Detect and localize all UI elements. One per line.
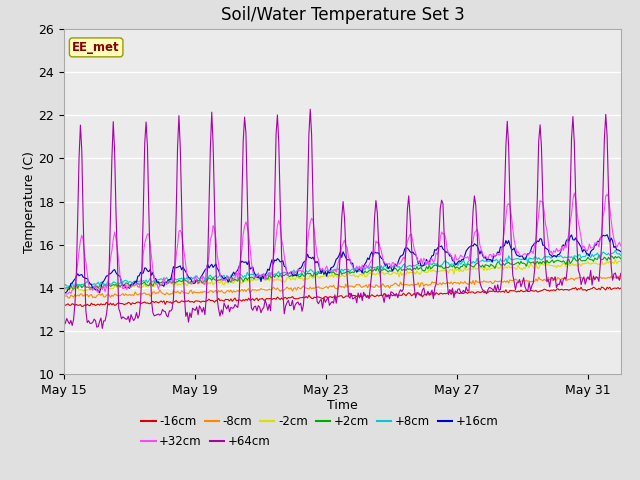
-16cm — [60, 302, 68, 308]
+16cm — [451, 262, 459, 268]
+2cm — [595, 252, 603, 258]
+32cm — [617, 243, 625, 249]
+8cm — [60, 284, 68, 289]
-16cm — [562, 287, 570, 293]
+16cm — [60, 291, 68, 297]
-2cm — [79, 288, 87, 294]
Line: +64cm: +64cm — [64, 109, 621, 328]
+32cm — [63, 291, 70, 297]
-2cm — [469, 266, 477, 272]
+2cm — [70, 287, 77, 292]
+64cm — [372, 198, 380, 204]
+16cm — [604, 232, 611, 238]
+32cm — [60, 291, 68, 297]
+16cm — [468, 242, 476, 248]
+2cm — [228, 275, 236, 280]
-2cm — [60, 287, 68, 293]
+32cm — [452, 257, 460, 263]
Line: +32cm: +32cm — [64, 193, 621, 294]
Line: +8cm: +8cm — [64, 250, 621, 287]
+8cm — [562, 255, 570, 261]
-8cm — [452, 280, 460, 286]
Legend: +32cm, +64cm: +32cm, +64cm — [137, 431, 275, 453]
+16cm — [617, 249, 625, 254]
+64cm — [470, 193, 478, 199]
+8cm — [371, 264, 378, 270]
+2cm — [452, 264, 460, 270]
+8cm — [611, 247, 619, 253]
Line: -2cm: -2cm — [64, 260, 621, 291]
+8cm — [617, 253, 625, 259]
-16cm — [371, 294, 378, 300]
+16cm — [246, 266, 254, 272]
+2cm — [469, 264, 477, 270]
Line: +2cm: +2cm — [64, 255, 621, 289]
-2cm — [228, 279, 236, 285]
+64cm — [564, 264, 572, 270]
+8cm — [452, 261, 460, 266]
+64cm — [617, 271, 625, 276]
Line: -16cm: -16cm — [64, 287, 621, 306]
+64cm — [454, 286, 462, 292]
+32cm — [371, 248, 378, 254]
+64cm — [228, 305, 236, 311]
+64cm — [99, 325, 106, 331]
Line: +16cm: +16cm — [64, 235, 621, 294]
-2cm — [611, 257, 619, 263]
+2cm — [617, 256, 625, 262]
+32cm — [228, 278, 236, 284]
X-axis label: Time: Time — [327, 398, 358, 411]
+32cm — [570, 190, 578, 196]
Title: Soil/Water Temperature Set 3: Soil/Water Temperature Set 3 — [221, 6, 464, 24]
-2cm — [371, 272, 378, 277]
+64cm — [60, 322, 68, 328]
+2cm — [371, 266, 378, 272]
-8cm — [371, 285, 378, 290]
Y-axis label: Temperature (C): Temperature (C) — [22, 151, 36, 252]
-16cm — [228, 299, 236, 304]
Text: EE_met: EE_met — [72, 41, 120, 54]
+8cm — [228, 271, 236, 277]
-8cm — [66, 295, 74, 301]
+32cm — [562, 245, 570, 251]
+8cm — [66, 284, 74, 289]
Line: -8cm: -8cm — [64, 276, 621, 298]
-8cm — [617, 276, 625, 282]
+32cm — [469, 238, 477, 244]
+16cm — [561, 244, 568, 250]
-8cm — [228, 289, 236, 295]
-16cm — [469, 289, 477, 295]
-16cm — [248, 297, 255, 302]
+64cm — [248, 305, 255, 311]
-2cm — [617, 259, 625, 264]
+2cm — [562, 262, 570, 267]
-8cm — [562, 278, 570, 284]
-8cm — [613, 273, 621, 279]
+16cm — [227, 275, 235, 280]
-2cm — [248, 276, 255, 282]
-16cm — [617, 285, 625, 291]
-8cm — [60, 294, 68, 300]
-16cm — [598, 284, 605, 290]
-16cm — [78, 303, 86, 309]
-16cm — [452, 290, 460, 296]
+2cm — [248, 274, 255, 280]
-8cm — [248, 288, 255, 294]
+64cm — [307, 107, 314, 112]
+8cm — [248, 271, 255, 277]
-2cm — [452, 268, 460, 274]
-8cm — [469, 277, 477, 283]
+8cm — [469, 259, 477, 264]
-2cm — [562, 264, 570, 270]
+2cm — [60, 286, 68, 291]
+32cm — [248, 260, 255, 265]
+16cm — [369, 253, 377, 259]
